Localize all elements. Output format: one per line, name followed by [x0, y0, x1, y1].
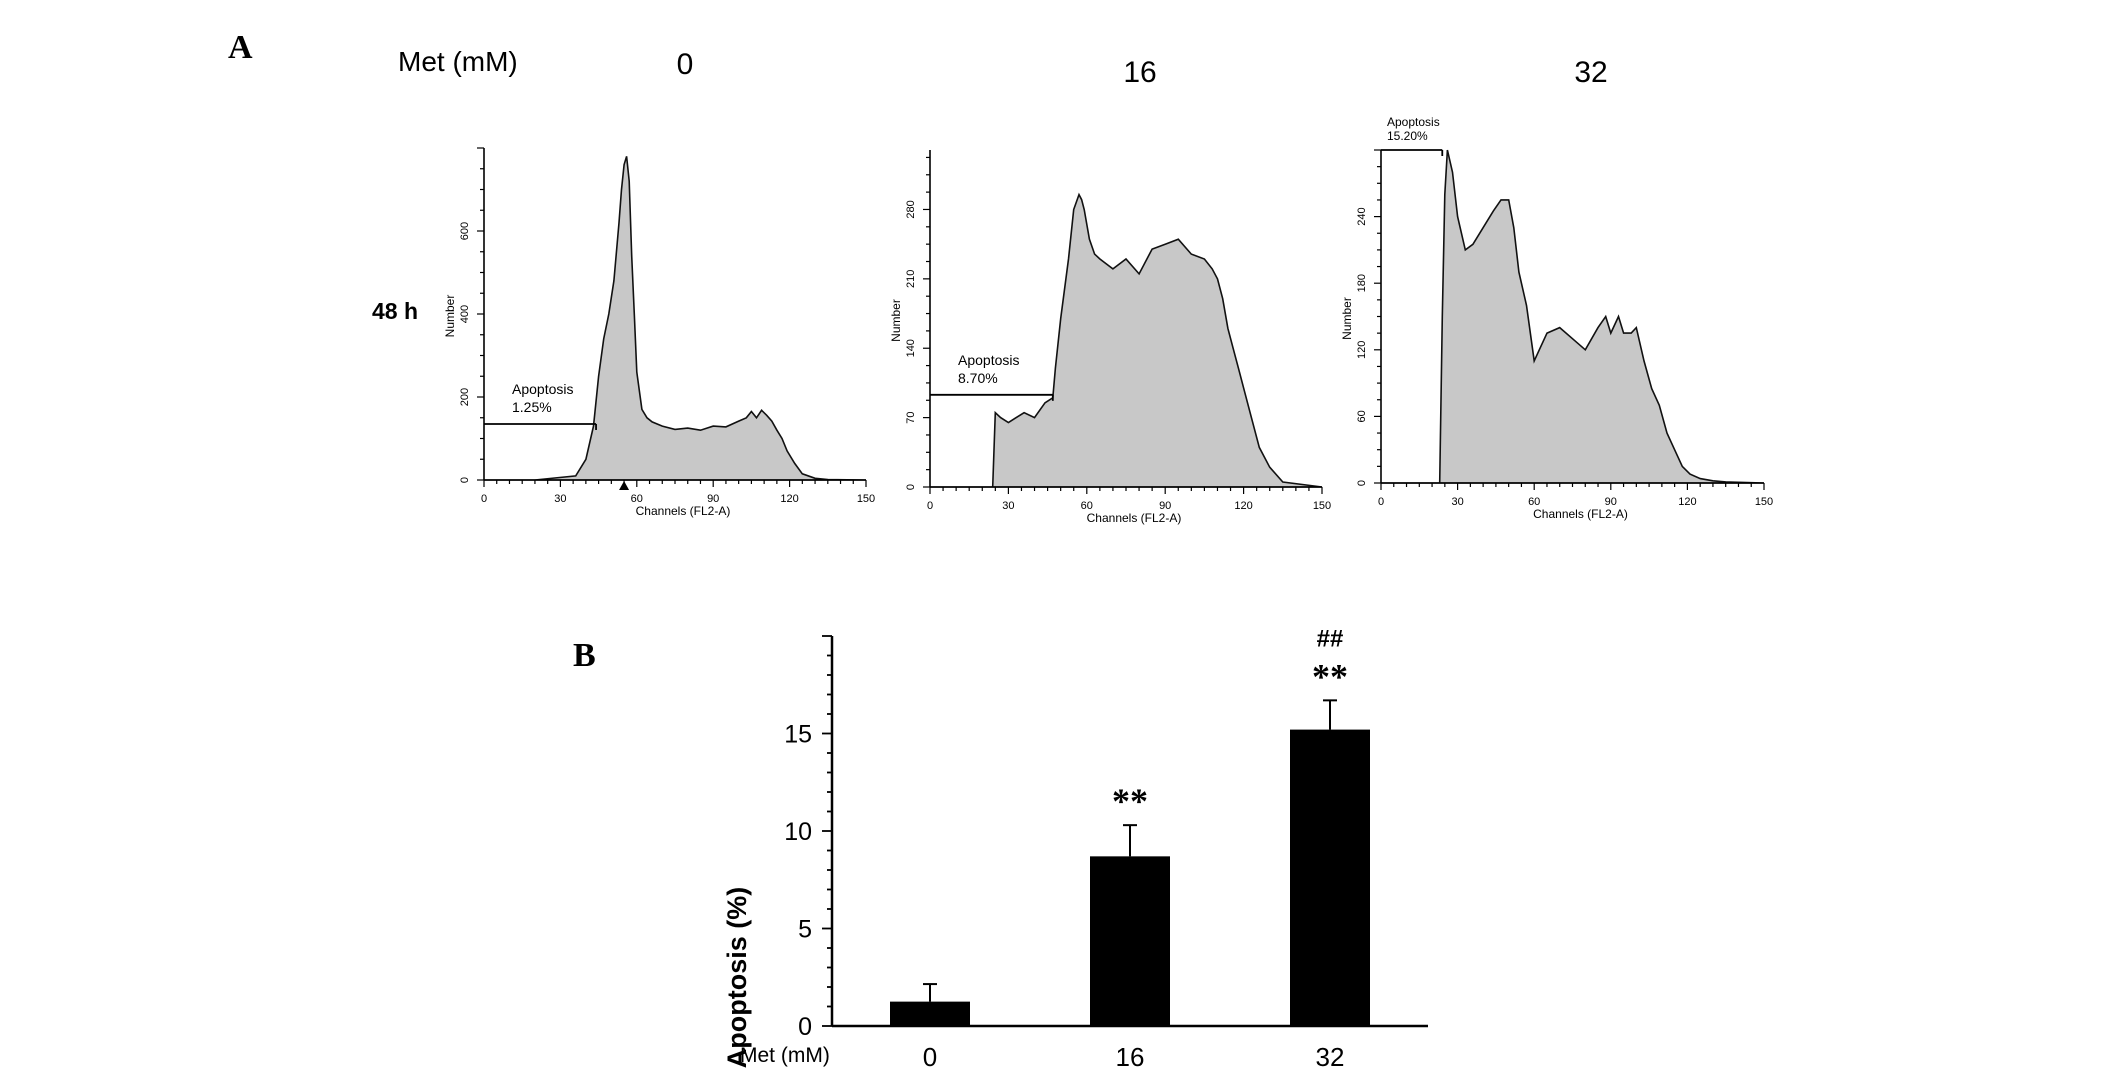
y-tick-label: 240 [1356, 207, 1368, 225]
x-axis-title: Channels (FL2-A) [1087, 511, 1182, 525]
histogram-32mM: 0 30 60 90 120 150 Channels (FL2-A) 0 60 120 180 24… [1340, 115, 1773, 521]
x-axis-title: Channels (FL2-A) [636, 504, 731, 518]
x-tick-label: 30 [1451, 496, 1463, 508]
y-tick-label: 0 [459, 477, 471, 483]
x-tick-label: 60 [1528, 496, 1540, 508]
y-tick-label: 70 [905, 411, 917, 423]
y-tick-label: 0 [905, 484, 917, 490]
x-tick-label: 30 [1002, 500, 1014, 512]
x-tick-label: 120 [780, 493, 798, 505]
gate-label: Apoptosis [1387, 115, 1440, 129]
gate-label: Apoptosis [512, 381, 573, 397]
apoptosis-bar-chart: 0 5 10 15 Apoptosis (%)Met (mM) 0 16 ** 32 ** ## [722, 625, 1428, 1072]
gate-percentage: 8.70% [958, 370, 998, 386]
x-axis-title: Channels (FL2-A) [1533, 507, 1628, 521]
y-tick-label: 180 [1356, 274, 1368, 292]
y-tick-label: 280 [905, 200, 917, 218]
histogram-area [930, 192, 1323, 488]
x-tick-label: 90 [707, 493, 719, 505]
bar [890, 1001, 970, 1026]
x-tick-label: 30 [554, 493, 566, 505]
bar [1090, 856, 1170, 1026]
histogram-0mM: 0 30 60 90 120 150 Channels (FL2-A) 0 200 400 600 N… [443, 147, 875, 518]
column-label-0: 0 [677, 48, 694, 81]
x-tick-label: 60 [1081, 500, 1093, 512]
y-tick-label: 600 [459, 222, 471, 240]
gate-percentage: 1.25% [512, 399, 552, 415]
bar [1290, 729, 1370, 1026]
panel-b-label: B [573, 637, 596, 674]
gate-percentage: 15.20% [1387, 129, 1428, 143]
bar-y-tick-label: 5 [798, 916, 812, 944]
y-axis-title: Number [889, 299, 903, 342]
y-tick-label: 120 [1356, 341, 1368, 359]
y-tick-label: 210 [905, 270, 917, 288]
significance-stars: ** [1112, 781, 1148, 821]
x-tick-label: 0 [481, 493, 487, 505]
bar-y-tick-label: 0 [798, 1013, 812, 1041]
x-tick-label: 150 [1755, 496, 1773, 508]
bar-category-label: 0 [923, 1042, 937, 1072]
column-label-32: 32 [1574, 56, 1607, 89]
x-tick-label: 0 [927, 500, 933, 512]
y-tick-label: 60 [1356, 410, 1368, 422]
bar-category-label: 16 [1116, 1042, 1145, 1072]
significance-hash: ## [1317, 625, 1344, 652]
bar-x-axis-title: Met (mM) [740, 1044, 830, 1067]
y-tick-label: 400 [459, 305, 471, 323]
x-tick-label: 120 [1234, 500, 1252, 512]
x-tick-label: 60 [631, 493, 643, 505]
column-label-16: 16 [1123, 56, 1156, 89]
histogram-area [484, 156, 867, 481]
bar-category-label: 32 [1316, 1042, 1345, 1072]
y-tick-label: 200 [459, 388, 471, 406]
x-tick-label: 90 [1605, 496, 1617, 508]
time-label: 48 h [372, 298, 418, 324]
y-axis-title: Number [1340, 297, 1354, 340]
y-tick-label: 0 [1356, 480, 1368, 486]
bar-y-tick-label: 15 [784, 721, 812, 749]
x-tick-label: 0 [1378, 496, 1384, 508]
panel-a-label: A [228, 29, 253, 66]
met-header-label: Met (mM) [398, 46, 518, 77]
y-tick-label: 140 [905, 339, 917, 357]
significance-stars: ** [1312, 656, 1348, 696]
x-tick-label: 150 [857, 493, 875, 505]
gate-label: Apoptosis [958, 352, 1019, 368]
y-axis-title: Number [443, 295, 457, 338]
x-tick-label: 90 [1159, 500, 1171, 512]
histogram-16mM: 0 30 60 90 120 150 Channels (FL2-A) 0 70 140 210 28… [889, 150, 1331, 525]
x-tick-label: 150 [1313, 500, 1331, 512]
x-tick-label: 120 [1678, 496, 1696, 508]
bar-y-axis-title: Apoptosis (%) [722, 887, 752, 1069]
bar-y-tick-label: 10 [784, 818, 812, 846]
histogram-area [1381, 149, 1765, 484]
peak-marker-icon [619, 481, 630, 490]
